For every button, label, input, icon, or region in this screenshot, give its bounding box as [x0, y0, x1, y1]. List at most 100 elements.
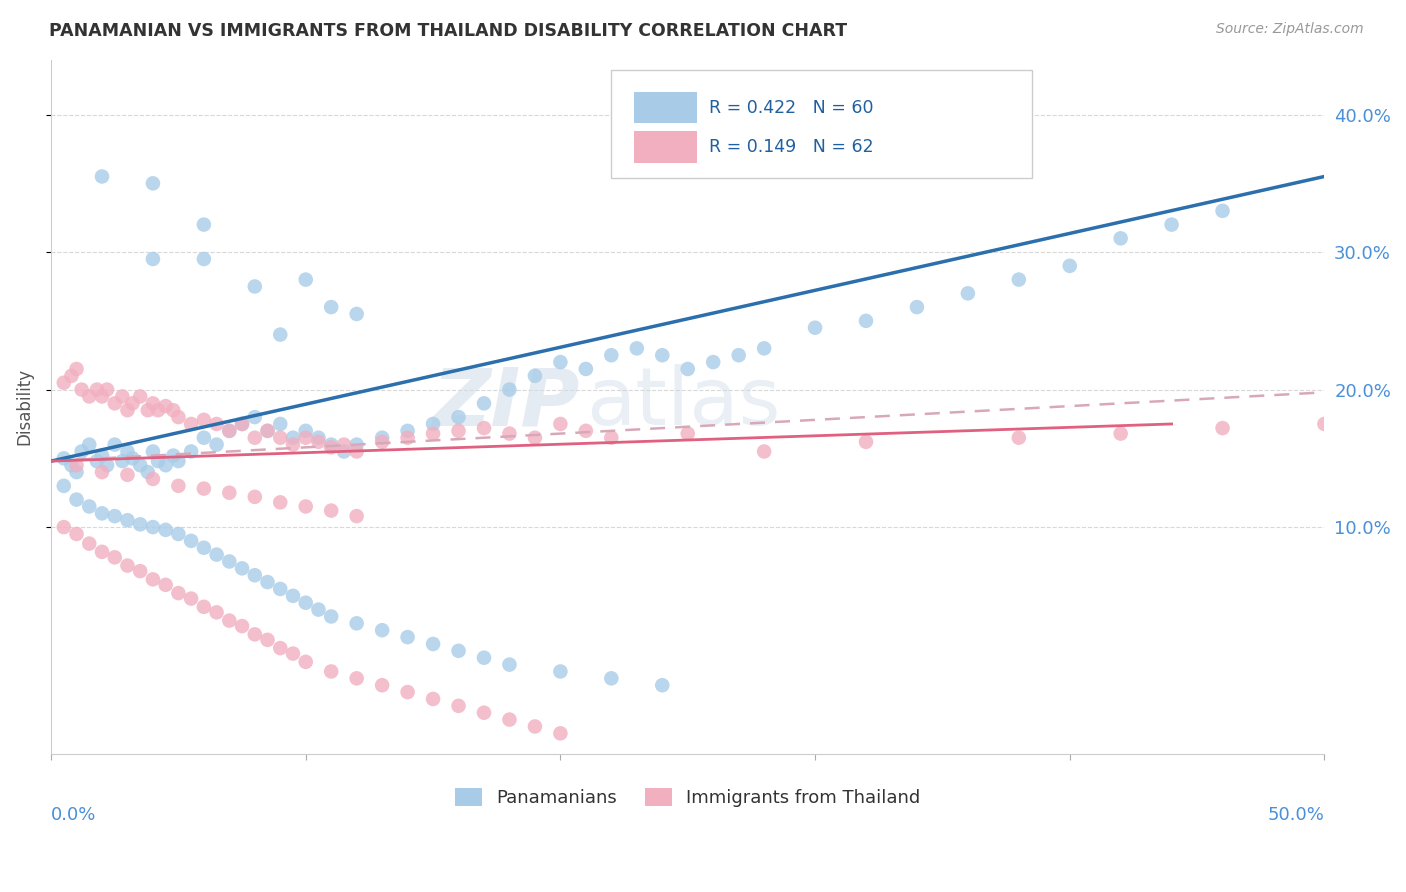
Point — [60, 368, 83, 383]
Point — [346, 307, 368, 321]
Point — [146, 454, 169, 468]
Point — [129, 564, 152, 578]
Point — [256, 424, 278, 438]
Point — [104, 396, 127, 410]
Point — [281, 647, 304, 661]
Point — [205, 437, 228, 451]
Point — [167, 454, 190, 468]
Point — [269, 327, 291, 342]
Point — [294, 596, 316, 610]
Point — [752, 342, 775, 356]
Point — [136, 403, 159, 417]
Point — [905, 300, 928, 314]
Point — [269, 417, 291, 431]
Point — [523, 431, 546, 445]
Text: ZIP: ZIP — [432, 364, 579, 442]
Point — [117, 467, 139, 482]
Point — [1008, 431, 1031, 445]
Point — [117, 513, 139, 527]
Point — [142, 572, 165, 586]
Point — [180, 417, 202, 431]
Point — [167, 479, 190, 493]
Point — [447, 698, 470, 713]
Point — [104, 437, 127, 451]
Point — [294, 655, 316, 669]
Point — [70, 383, 93, 397]
Point — [121, 451, 143, 466]
Point — [117, 403, 139, 417]
Point — [256, 424, 278, 438]
Point — [321, 503, 343, 517]
Point — [550, 355, 572, 369]
Point — [447, 410, 470, 425]
Point — [142, 177, 165, 191]
Point — [243, 490, 266, 504]
Point — [193, 541, 215, 555]
Point — [205, 605, 228, 619]
Point — [142, 520, 165, 534]
Point — [422, 426, 444, 441]
Point — [371, 434, 394, 449]
Point — [956, 286, 979, 301]
Point — [193, 252, 215, 266]
Point — [333, 437, 356, 451]
Point — [218, 485, 240, 500]
Point — [1109, 231, 1132, 245]
Point — [346, 437, 368, 451]
Point — [498, 383, 520, 397]
Point — [231, 619, 253, 633]
Point — [193, 431, 215, 445]
Point — [96, 383, 118, 397]
Y-axis label: Disability: Disability — [15, 368, 32, 445]
Point — [70, 444, 93, 458]
Point — [422, 417, 444, 431]
Point — [167, 410, 190, 425]
Point — [180, 533, 202, 548]
Point — [371, 678, 394, 692]
Point — [167, 527, 190, 541]
Point — [498, 426, 520, 441]
Point — [472, 650, 495, 665]
Point — [162, 403, 184, 417]
Point — [307, 431, 329, 445]
Point — [307, 602, 329, 616]
Point — [146, 403, 169, 417]
Point — [600, 671, 623, 685]
Point — [65, 465, 87, 479]
Point — [523, 719, 546, 733]
Point — [77, 437, 100, 451]
Point — [855, 314, 877, 328]
Point — [294, 424, 316, 438]
Point — [269, 641, 291, 656]
Point — [111, 454, 134, 468]
FancyBboxPatch shape — [634, 92, 696, 123]
Point — [333, 444, 356, 458]
Point — [281, 431, 304, 445]
Point — [193, 218, 215, 232]
Point — [498, 713, 520, 727]
Legend: Panamanians, Immigrants from Thailand: Panamanians, Immigrants from Thailand — [449, 780, 928, 814]
Point — [294, 431, 316, 445]
Point — [346, 444, 368, 458]
Point — [269, 495, 291, 509]
Point — [91, 389, 114, 403]
Point — [727, 348, 749, 362]
Point — [218, 554, 240, 568]
Point — [91, 169, 114, 184]
Point — [804, 320, 827, 334]
FancyBboxPatch shape — [612, 70, 1032, 178]
Point — [281, 589, 304, 603]
Point — [256, 575, 278, 590]
Text: PANAMANIAN VS IMMIGRANTS FROM THAILAND DISABILITY CORRELATION CHART: PANAMANIAN VS IMMIGRANTS FROM THAILAND D… — [49, 22, 848, 40]
Point — [86, 383, 108, 397]
Point — [472, 421, 495, 435]
Point — [256, 632, 278, 647]
Point — [371, 624, 394, 638]
Point — [91, 449, 114, 463]
Point — [346, 616, 368, 631]
Point — [77, 389, 100, 403]
Point — [52, 479, 75, 493]
Point — [52, 451, 75, 466]
Point — [52, 376, 75, 390]
Point — [180, 591, 202, 606]
